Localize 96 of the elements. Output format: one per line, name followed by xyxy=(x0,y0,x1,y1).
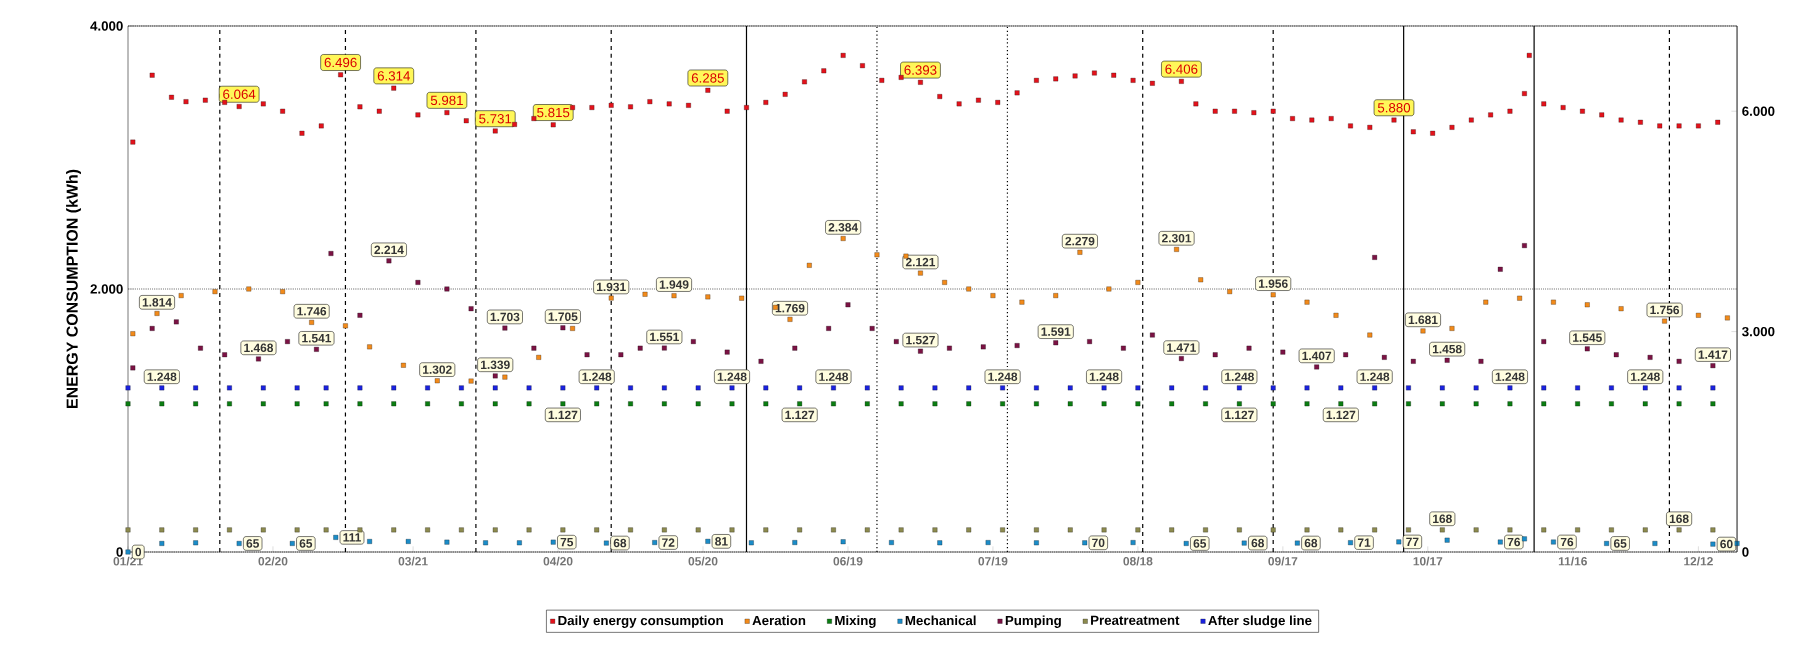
x-tick-label: 11/16 xyxy=(1558,556,1587,566)
legend-label: Daily energy consumption xyxy=(558,615,723,628)
data-label: 6.064 xyxy=(223,89,256,99)
data-label: 1.248 xyxy=(147,372,177,381)
data-label: 77 xyxy=(1406,537,1419,546)
x-tick-label: 10/17 xyxy=(1413,556,1443,566)
x-tick-label: 05/20 xyxy=(688,556,718,566)
data-label: 1.931 xyxy=(596,282,626,292)
legend-label: Pumping xyxy=(1005,615,1061,628)
data-label: 2.214 xyxy=(374,245,404,254)
x-tick-label: 04/20 xyxy=(543,556,573,566)
data-label: 6.406 xyxy=(1165,64,1198,74)
data-label: 1.527 xyxy=(906,335,935,345)
data-label: 1.705 xyxy=(548,312,578,321)
legend-label: Mixing xyxy=(835,615,876,628)
data-label: 1.127 xyxy=(548,410,578,420)
data-label: 6.314 xyxy=(377,71,410,81)
data-label: 76 xyxy=(1507,537,1521,547)
data-label: 1.703 xyxy=(490,312,520,322)
x-tick-label: 02/20 xyxy=(258,556,288,566)
y-tick-label: 0 xyxy=(116,547,123,557)
data-label: 6.496 xyxy=(324,57,357,68)
data-label: 65 xyxy=(299,539,313,548)
legend-label: Preatreatment xyxy=(1091,615,1180,625)
y-tick-label: 4.000 xyxy=(90,21,123,31)
x-tick-label: 12/12 xyxy=(1684,556,1713,566)
data-label: 6.393 xyxy=(904,65,937,75)
data-label: 1.471 xyxy=(1167,343,1196,352)
data-label: 1.551 xyxy=(650,332,679,342)
data-label: 1.248 xyxy=(1631,372,1660,381)
data-label: 1.545 xyxy=(1573,333,1602,342)
data-label: 1.756 xyxy=(1650,305,1680,315)
data-label: 68 xyxy=(1251,538,1265,548)
data-label: 5.731 xyxy=(479,114,512,124)
data-label: 168 xyxy=(1433,514,1452,524)
data-label: 5.880 xyxy=(1377,103,1411,113)
data-label: 70 xyxy=(1092,538,1105,548)
x-tick-label: 06/19 xyxy=(833,556,863,566)
data-label: 1.591 xyxy=(1041,327,1071,336)
data-label: 2.301 xyxy=(1162,234,1192,243)
legend-label: Mechanical xyxy=(905,615,976,626)
data-label: 1.248 xyxy=(582,372,612,381)
data-label: 1.949 xyxy=(659,280,689,289)
data-label: 1.248 xyxy=(717,372,747,381)
y2-tick-label: 0 xyxy=(1742,547,1749,557)
y-tick-label: 2.000 xyxy=(90,284,123,294)
x-tick-label: 09/17 xyxy=(1268,556,1298,566)
y2-tick-label: 3.000 xyxy=(1742,326,1775,337)
data-label: 65 xyxy=(246,539,259,548)
data-label: 1.407 xyxy=(1302,351,1332,361)
data-label: 65 xyxy=(1193,539,1207,548)
legend-label: After sludge line xyxy=(1208,615,1312,628)
data-label: 1.746 xyxy=(297,307,327,316)
data-label: 60 xyxy=(1720,539,1733,549)
x-tick-label: 03/21 xyxy=(398,556,428,566)
y2-tick-label: 6.000 xyxy=(1742,106,1775,116)
data-label: 1.302 xyxy=(423,365,452,374)
data-label: 111 xyxy=(343,533,361,542)
data-label: 1.681 xyxy=(1408,315,1438,325)
data-label: 1.248 xyxy=(819,372,849,381)
data-label: 2.279 xyxy=(1065,236,1095,246)
data-label: 81 xyxy=(715,537,728,546)
data-label: 1.248 xyxy=(1495,372,1525,381)
data-label: 76 xyxy=(1560,537,1574,547)
data-label: 1.769 xyxy=(775,304,805,313)
x-tick-label: 07/19 xyxy=(978,556,1008,566)
data-label: 1.814 xyxy=(142,298,172,307)
data-label: 1.248 xyxy=(1360,372,1390,381)
data-label: 75 xyxy=(560,537,574,547)
x-tick-label: 08/18 xyxy=(1123,556,1153,566)
data-label: 65 xyxy=(1613,539,1627,548)
data-label: 1.339 xyxy=(481,360,510,369)
data-label: 68 xyxy=(1304,538,1318,548)
data-label: 0 xyxy=(135,547,142,557)
data-label: 1.248 xyxy=(988,372,1018,381)
data-label: 1.127 xyxy=(1326,410,1356,420)
data-label: 1.956 xyxy=(1258,279,1288,288)
data-label: 1.248 xyxy=(1225,372,1254,381)
data-label: 5.981 xyxy=(430,95,463,106)
data-label: 168 xyxy=(1669,514,1689,524)
data-label: 72 xyxy=(662,538,675,547)
data-label: 1.417 xyxy=(1698,350,1728,359)
legend-label: Aeration xyxy=(752,615,806,626)
data-label: 2.121 xyxy=(905,257,936,267)
data-label: 1.248 xyxy=(1089,372,1119,381)
data-label: 1.127 xyxy=(785,410,815,420)
data-label: 1.541 xyxy=(302,334,332,343)
data-label: 71 xyxy=(1357,538,1371,547)
data-label: 1.458 xyxy=(1432,344,1462,354)
data-label: 5.815 xyxy=(537,107,570,118)
data-label: 68 xyxy=(613,538,627,548)
data-label: 2.384 xyxy=(828,223,859,232)
data-label: 1.468 xyxy=(244,343,274,353)
data-label: 6.285 xyxy=(691,73,724,83)
data-label: 1.127 xyxy=(1225,410,1254,420)
y-axis-title: ENERGY CONSUMPTION (kWh) xyxy=(66,169,81,408)
